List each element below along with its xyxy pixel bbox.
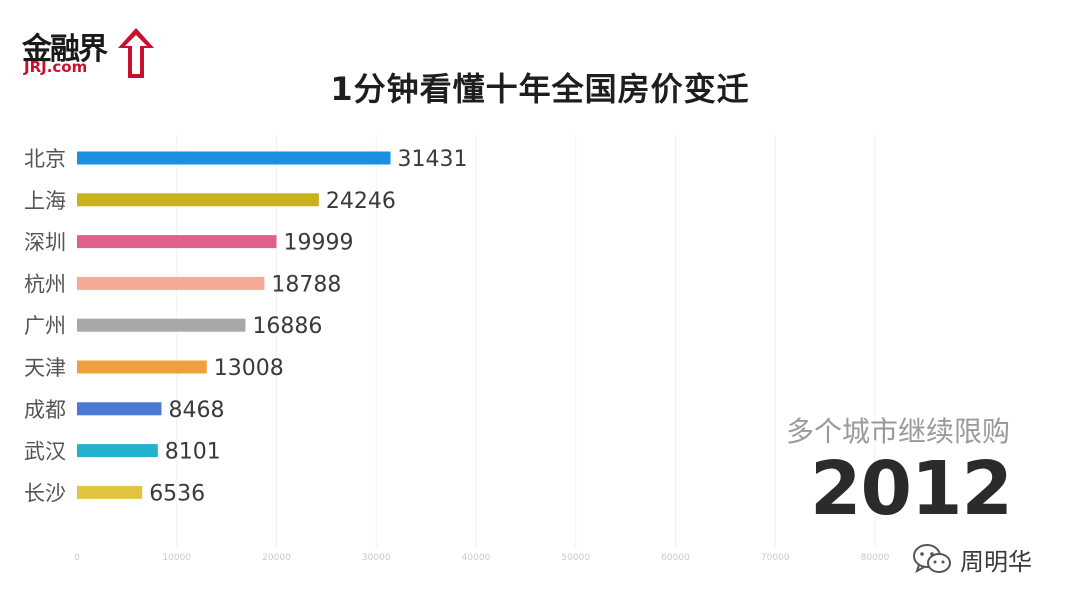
value-label: 16886 xyxy=(252,314,322,339)
x-tick-label: 10000 xyxy=(162,553,191,563)
logo-english-text: JRJ.com xyxy=(24,58,88,76)
category-label: 成都 xyxy=(24,398,66,422)
value-label: 18788 xyxy=(271,272,341,297)
logo-chinese-text: 金融界 xyxy=(22,32,108,67)
value-label: 31431 xyxy=(398,147,468,172)
value-label: 13008 xyxy=(214,356,284,381)
bar xyxy=(77,318,246,332)
year-label: 2012 xyxy=(810,446,1013,532)
watermark-text: 周明华 xyxy=(960,547,1032,576)
bar xyxy=(77,276,265,290)
category-label: 上海 xyxy=(24,189,66,213)
category-label: 武汉 xyxy=(24,440,66,464)
value-label: 19999 xyxy=(283,231,353,256)
category-label: 深圳 xyxy=(24,231,66,255)
value-label: 24246 xyxy=(326,189,396,214)
event-caption: 多个城市继续限购 xyxy=(785,415,1010,448)
value-label: 8101 xyxy=(165,440,221,465)
x-tick-label: 70000 xyxy=(761,553,790,563)
bar xyxy=(77,235,277,249)
category-label: 天津 xyxy=(24,356,66,380)
x-tick-label: 20000 xyxy=(262,553,291,563)
category-label: 北京 xyxy=(24,147,66,171)
x-tick-label: 30000 xyxy=(362,553,391,563)
bar xyxy=(77,193,319,207)
wechat-icon xyxy=(913,544,951,574)
value-label: 8468 xyxy=(168,398,224,423)
bar xyxy=(77,444,158,458)
chart-title: 1分钟看懂十年全国房价变迁 xyxy=(330,70,750,108)
x-tick-label: 0 xyxy=(74,553,80,563)
x-tick-label: 50000 xyxy=(561,553,590,563)
wechat-watermark: 周明华 xyxy=(912,542,1032,576)
x-tick-label: 60000 xyxy=(661,553,690,563)
value-label: 6536 xyxy=(149,481,205,506)
bar xyxy=(77,402,162,416)
jrj-logo: 金融界 JRJ.com xyxy=(22,24,162,86)
bar xyxy=(77,151,391,165)
bar xyxy=(77,360,207,374)
bar xyxy=(77,485,143,499)
category-label: 杭州 xyxy=(24,272,66,296)
category-label: 广州 xyxy=(24,314,66,338)
category-label: 长沙 xyxy=(24,481,66,505)
x-tick-label: 80000 xyxy=(861,553,890,563)
x-tick-label: 40000 xyxy=(462,553,491,563)
logo-arrow-icon xyxy=(118,28,154,78)
